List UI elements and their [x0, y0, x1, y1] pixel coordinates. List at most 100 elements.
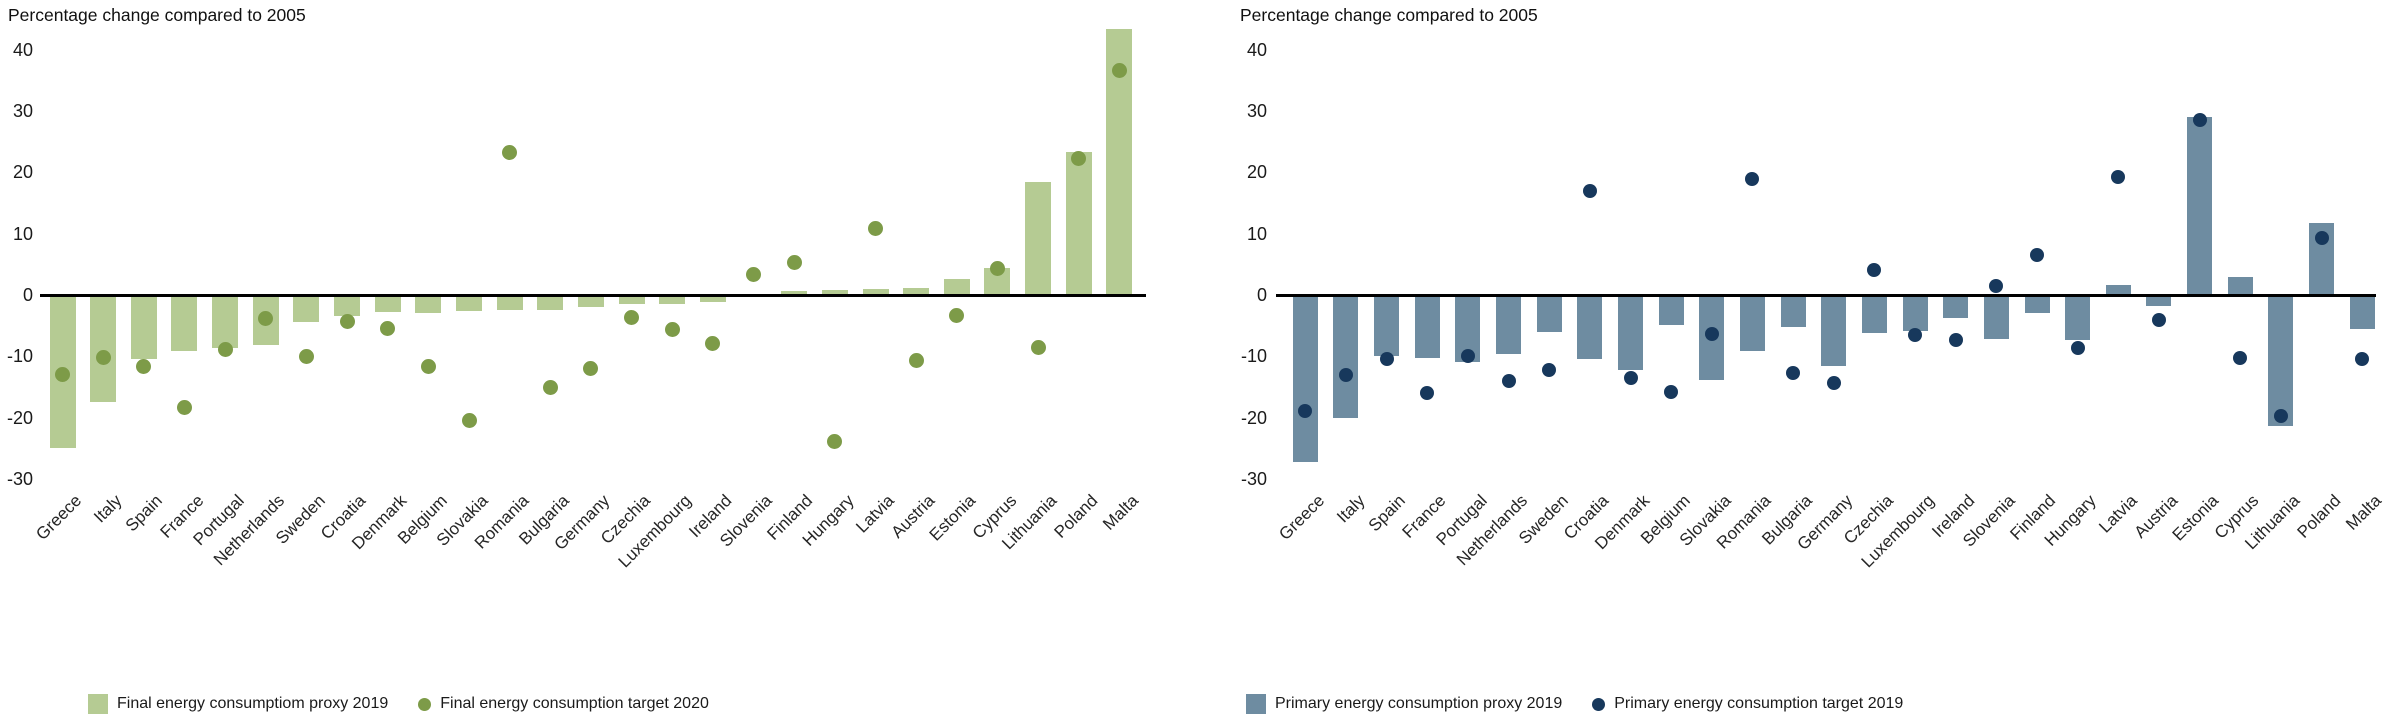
- bar-lithuania: [1025, 182, 1052, 295]
- bar-luxembourg: [659, 295, 686, 304]
- y-axis-tick-label: 0: [1256, 285, 1267, 305]
- target-dot-cyprus: [2233, 350, 2248, 365]
- target-dot-malta: [2355, 352, 2370, 367]
- target-dot-sweden: [1542, 363, 1557, 378]
- y-axis-tick-label: 0: [22, 285, 33, 305]
- right-chart-legend: Primary energy consumption proxy 2019 Pr…: [1246, 694, 1903, 714]
- target-dot-denmark: [1623, 370, 1638, 385]
- bar-germany: [577, 295, 604, 307]
- y-axis-tick-label: -20: [6, 407, 33, 428]
- target-dot-luxembourg: [664, 322, 680, 338]
- target-dot-slovakia: [461, 413, 477, 429]
- target-dot-germany: [1826, 375, 1841, 390]
- bar-france: [171, 295, 198, 351]
- y-axis-tick-label: -10: [1240, 346, 1267, 367]
- target-dot-ireland: [1948, 332, 1963, 347]
- primary-proxy-bar-swatch-icon: [1246, 694, 1266, 714]
- y-axis-tick-label: -30: [1240, 468, 1267, 489]
- y-axis-tick-label: 20: [12, 162, 33, 183]
- target-dot-greece: [1298, 404, 1313, 419]
- bar-slovakia: [456, 295, 482, 311]
- bar-poland: [1065, 151, 1092, 295]
- target-dot-finland: [786, 255, 802, 270]
- final-proxy-bar-swatch-icon: [88, 694, 108, 714]
- target-dot-italy: [95, 350, 111, 366]
- bar-bulgaria: [537, 295, 564, 310]
- bar-austria: [2146, 295, 2172, 307]
- y-axis-tick-label: 30: [1246, 101, 1267, 122]
- target-dot-latvia: [2111, 169, 2126, 184]
- bar-czechia: [618, 295, 645, 305]
- y-axis-tick-label: 20: [1246, 162, 1267, 183]
- bar-slovenia: [1983, 295, 2009, 340]
- bar-spain: [1374, 295, 1400, 357]
- target-dot-austria: [908, 353, 924, 369]
- target-dot-estonia: [2192, 113, 2207, 128]
- target-dot-france: [176, 400, 192, 416]
- target-dot-lithuania: [1030, 339, 1046, 355]
- target-dot-romania: [502, 144, 518, 160]
- target-dot-france: [1420, 386, 1435, 401]
- final-proxy-legend-label: Final energy consumptiom proxy 2019: [117, 695, 389, 712]
- bar-hungary: [2065, 295, 2091, 340]
- bar-czechia: [1861, 295, 1887, 333]
- bar-portugal: [212, 295, 239, 348]
- bar-france: [1414, 295, 1440, 359]
- x-axis-label-greece: Greece: [1274, 491, 1328, 544]
- primary-target-legend-label: Primary energy consumption target 2019: [1614, 695, 1904, 712]
- bar-denmark: [374, 295, 401, 313]
- bar-belgium: [415, 295, 442, 314]
- bar-romania: [496, 295, 523, 311]
- target-dot-hungary: [2070, 341, 2085, 356]
- y-axis-tick-label: -30: [6, 468, 33, 489]
- bar-lithuania: [2268, 295, 2294, 427]
- bar-hungary: [821, 290, 848, 295]
- bar-ireland: [699, 295, 726, 303]
- bar-latvia: [2105, 285, 2131, 295]
- x-axis-zero-line: [40, 293, 1146, 297]
- bar-netherlands: [1496, 295, 1522, 355]
- y-axis-tick-label: 40: [12, 39, 33, 60]
- target-dot-poland: [2314, 230, 2329, 245]
- target-dot-croatia: [339, 313, 355, 329]
- bar-spain: [130, 295, 157, 360]
- bar-croatia: [1577, 295, 1603, 360]
- bar-estonia: [2187, 117, 2213, 295]
- right-chart-title: Percentage change compared to 2005: [1240, 5, 1538, 25]
- bar-greece: [1292, 295, 1318, 462]
- target-dot-finland: [2030, 247, 2044, 262]
- target-dot-italy: [1338, 367, 1353, 382]
- target-dot-denmark: [380, 320, 396, 336]
- target-dot-netherlands: [1501, 373, 1516, 388]
- bar-bulgaria: [1780, 295, 1806, 327]
- bar-denmark: [1618, 295, 1643, 370]
- target-dot-bulgaria: [1786, 365, 1801, 380]
- bar-austria: [903, 288, 930, 295]
- target-dot-ireland: [705, 335, 721, 351]
- left-chart-title: Percentage change compared to 2005: [8, 5, 306, 25]
- bar-finland: [2024, 295, 2050, 314]
- bar-italy: [1333, 295, 1359, 418]
- bar-sweden: [1536, 295, 1562, 333]
- y-axis-tick-label: -20: [1240, 407, 1267, 428]
- bar-ireland: [1943, 295, 1969, 318]
- y-axis-tick-label: 10: [1246, 223, 1267, 244]
- target-dot-netherlands: [258, 311, 274, 327]
- bar-estonia: [943, 279, 970, 295]
- final-target-dot-swatch-icon: [418, 697, 432, 711]
- x-axis-label-malta: Malta: [2341, 491, 2384, 534]
- target-dot-slovenia: [1989, 279, 2004, 294]
- x-axis-label-italy: Italy: [1332, 491, 1369, 527]
- bar-finland: [781, 291, 808, 295]
- target-dot-cyprus: [989, 261, 1005, 277]
- bar-luxembourg: [1902, 295, 1928, 332]
- bar-croatia: [334, 295, 361, 316]
- target-dot-belgium: [420, 358, 436, 374]
- final-target-legend-label: Final energy consumption target 2020: [440, 695, 709, 712]
- y-axis-tick-label: 10: [12, 223, 33, 244]
- target-dot-belgium: [1664, 384, 1679, 399]
- target-dot-romania: [1745, 171, 1760, 186]
